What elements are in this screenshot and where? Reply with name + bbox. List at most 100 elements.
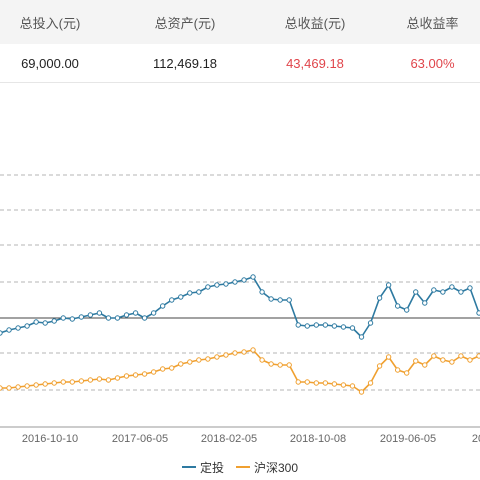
series-0-point-47 (422, 300, 428, 306)
series-1-point-41 (367, 380, 374, 386)
legend-label-hs300: 沪深300 (253, 460, 299, 475)
legend-item-dingtou[interactable]: 定投 (181, 459, 224, 476)
series-0-point-1 (6, 327, 12, 333)
series-0-point-2 (15, 325, 21, 331)
series-1-point-28 (250, 347, 256, 353)
series-0-point-18 (159, 303, 166, 309)
total-profit-label: 总收益(元) (284, 15, 346, 31)
series-1-point-34 (304, 379, 310, 385)
series-1-point-17 (150, 369, 157, 375)
series-1-point-16 (141, 371, 148, 377)
series-0-point-9 (78, 314, 85, 320)
series-0-point-36 (322, 322, 329, 328)
series-1-point-45 (403, 370, 410, 376)
series-1-point-24 (214, 354, 220, 360)
series-1-point-1 (6, 385, 12, 391)
x-tick-label-2: 2018-02-05 (201, 433, 257, 445)
series-1-point-30 (268, 361, 274, 367)
series-1-point-19 (169, 365, 175, 371)
series-0-point-8 (69, 316, 76, 322)
hs300-line-swatch-icon (235, 466, 250, 468)
series-0-point-50 (449, 284, 455, 290)
series-1-point-25 (223, 352, 229, 358)
dingtou-line-swatch-icon (181, 466, 196, 468)
x-tick-label-3: 2018-10-08 (290, 433, 346, 445)
series-1-point-5 (42, 381, 48, 387)
legend-item-hs300[interactable]: 沪深300 (235, 459, 299, 476)
series-1-point-39 (349, 383, 356, 389)
total-investment-label: 总投入(元) (19, 15, 81, 31)
series-1-point-35 (313, 380, 320, 386)
series-0-point-37 (331, 323, 338, 329)
series-0-point-44 (394, 303, 401, 309)
series-0-point-20 (178, 294, 184, 300)
series-0-point-29 (259, 289, 265, 295)
series-1-point-3 (24, 383, 30, 389)
x-tick-label-4: 2019-06-05 (380, 433, 436, 445)
series-0-point-6 (51, 318, 57, 324)
series-1-point-52 (467, 357, 473, 363)
total-assets-value: 112,469.18 (152, 55, 218, 71)
series-1-point-15 (132, 372, 139, 378)
series-0-point-15 (132, 310, 139, 316)
series-0-point-52 (467, 285, 473, 291)
summary-header-row: 总投入(元) 总资产(元) 总收益(元) 总收益率 (0, 0, 480, 44)
series-1-point-4 (33, 382, 39, 388)
legend-label-dingtou: 定投 (199, 460, 224, 475)
series-1-point-38 (340, 382, 347, 388)
series-0-point-26 (232, 279, 238, 285)
x-tick-label-1: 2017-06-05 (112, 433, 168, 445)
total-investment-value: 69,000.00 (21, 55, 79, 71)
series-0-point-10 (87, 312, 94, 318)
series-0-point-34 (304, 323, 310, 329)
series-0-point-48 (431, 287, 437, 293)
series-0-point-3 (24, 323, 30, 329)
series-1-point-8 (69, 379, 76, 385)
series-1-point-6 (51, 380, 57, 386)
series-1-point-12 (105, 377, 112, 383)
series-1-point-7 (60, 379, 66, 385)
series-1-point-36 (322, 380, 329, 386)
series-0-point-45 (403, 307, 410, 313)
series-0-point-5 (42, 320, 48, 326)
series-1-point-9 (78, 378, 85, 384)
series-1-point-32 (286, 362, 292, 368)
series-1-point-46 (413, 358, 419, 364)
series-1-point-11 (96, 376, 103, 382)
series-1-point-51 (458, 353, 464, 359)
series-0-point-41 (367, 320, 374, 326)
series-0-point-21 (187, 290, 193, 296)
series-0-point-31 (277, 297, 283, 303)
series-1-point-42 (376, 363, 383, 369)
series-1-point-14 (123, 373, 130, 379)
series-0-point-17 (150, 310, 157, 316)
series-1-point-21 (187, 359, 193, 365)
series-0-point-35 (313, 322, 320, 328)
series-1-point-31 (277, 362, 283, 368)
series-0-point-39 (349, 325, 356, 331)
series-0-point-14 (123, 312, 130, 318)
series-1-point-48 (431, 353, 437, 359)
series-0-point-0 (0, 330, 3, 336)
series-0-point-25 (223, 281, 229, 287)
series-1-point-47 (422, 362, 428, 368)
total-return-rate-value: 63.00% (410, 55, 455, 71)
series-1-point-44 (394, 367, 401, 373)
total-profit-value: 43,469.18 (286, 55, 344, 71)
series-0-point-22 (196, 289, 202, 295)
series-1-point-37 (331, 381, 338, 387)
series-0-point-43 (385, 282, 392, 288)
series-0-point-53 (476, 310, 480, 316)
series-1-point-2 (15, 384, 21, 390)
series-1-point-27 (241, 349, 247, 355)
series-0-point-23 (205, 284, 211, 290)
summary-values-row: 69,000.00 112,469.18 43,469.18 63.00% (0, 44, 480, 83)
series-0-point-16 (141, 315, 148, 321)
series-1-point-53 (476, 353, 480, 359)
series-1-point-10 (87, 377, 94, 383)
x-tick-label-0: 2016-10-10 (22, 433, 78, 445)
series-1-point-29 (259, 357, 265, 363)
chart-legend: 定投 沪深300 (0, 458, 480, 476)
series-1-point-49 (440, 357, 446, 363)
series-0-point-7 (60, 315, 66, 321)
